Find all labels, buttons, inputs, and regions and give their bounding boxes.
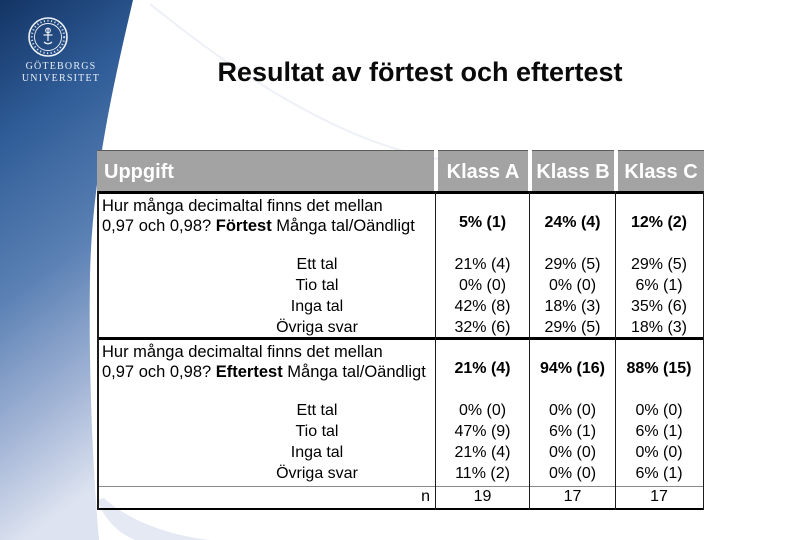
n-value-klass-a: 19 <box>473 488 492 505</box>
cell-value: 0% (0) <box>458 401 507 419</box>
cell-value: 47% (9) <box>454 422 511 440</box>
cell-value: 29% (5) <box>630 255 688 273</box>
answer-options: Ett tal Tio tal Inga tal Övriga svar <box>217 400 417 484</box>
university-seal-icon <box>28 17 68 57</box>
option-label: Tio tal <box>295 422 339 440</box>
option-label: Ett tal <box>296 255 338 273</box>
option-label: Ett tal <box>296 401 338 419</box>
main-answer-label: Många tal/Oändligt <box>282 362 426 381</box>
block-divider-line <box>97 337 704 340</box>
cell-value: 35% (6) <box>630 297 688 315</box>
klass-a-values: 5% (1) 21% (4) 0% (0) 42% (8) 32% (6) <box>436 194 529 338</box>
col-header-klass-c: Klass C <box>618 150 704 191</box>
main-answer-value: 24% (4) <box>544 213 601 231</box>
klass-a-values: 21% (4) 0% (0) 47% (9) 21% (4) 11% (2) <box>436 340 529 484</box>
question-text: Hur många decimaltal finns det mellan 0,… <box>102 196 442 236</box>
cell-value: 18% (3) <box>630 318 688 336</box>
table-right-border <box>702 191 704 510</box>
cell-value: 21% (4) <box>454 443 511 461</box>
table-left-border <box>97 191 99 510</box>
column-divider <box>434 191 436 510</box>
results-table: Uppgift Klass A Klass B Klass C Hur mång… <box>97 150 704 510</box>
cell-value: 6% (1) <box>548 422 597 440</box>
option-label: Övriga svar <box>276 464 358 482</box>
cell-value: 21% (4) <box>454 255 511 273</box>
question-line1: Hur många decimaltal finns det mellan <box>102 342 383 361</box>
klass-b-values: 24% (4) 29% (5) 0% (0) 18% (3) 29% (5) <box>530 194 615 338</box>
klass-c-values: 88% (15) 0% (0) 6% (1) 0% (0) 6% (1) <box>616 340 702 484</box>
option-values: 29% (5) 0% (0) 18% (3) 29% (5) <box>530 254 615 338</box>
answer-options: Ett tal Tio tal Inga tal Övriga svar <box>217 254 417 338</box>
cell-value: 6% (1) <box>635 464 683 482</box>
option-label: Övriga svar <box>276 318 358 336</box>
n-row-label: n <box>421 488 430 505</box>
main-answer-value: 88% (15) <box>626 359 692 377</box>
cell-value: 18% (3) <box>544 297 601 315</box>
question-text: Hur många decimaltal finns det mellan 0,… <box>102 342 442 382</box>
option-values: 0% (0) 6% (1) 0% (0) 6% (1) <box>616 400 702 484</box>
header-divider-line <box>97 191 704 194</box>
klass-c-values: 12% (2) 29% (5) 6% (1) 35% (6) 18% (3) <box>616 194 702 338</box>
option-values: 0% (0) 6% (1) 0% (0) 0% (0) <box>530 400 615 484</box>
n-value-klass-c: 17 <box>650 488 668 505</box>
bottom-swoosh-shape <box>97 498 210 540</box>
eftertest-block: Hur många decimaltal finns det mellan 0,… <box>97 340 704 484</box>
col-header-klass-a: Klass A <box>438 150 528 191</box>
cell-value: 29% (5) <box>544 318 601 336</box>
question-prefix: 0,97 och 0,98? <box>102 362 216 381</box>
question-prefix: 0,97 och 0,98? <box>102 216 216 235</box>
question-line2: 0,97 och 0,98? Eftertest Många tal/Oändl… <box>102 362 442 382</box>
cell-value: 42% (8) <box>454 297 511 315</box>
cell-value: 0% (0) <box>458 276 507 294</box>
main-answer-value: 12% (2) <box>630 213 688 231</box>
col-header-klass-b: Klass B <box>532 150 614 191</box>
slide-title: Resultat av förtest och eftertest <box>217 57 623 87</box>
cell-value: 0% (0) <box>548 464 597 482</box>
klass-b-values: 94% (16) 0% (0) 6% (1) 0% (0) 0% (0) <box>530 340 615 484</box>
cell-value: 0% (0) <box>635 443 683 461</box>
option-values: 21% (4) 0% (0) 42% (8) 32% (6) <box>436 254 529 338</box>
cell-value: 0% (0) <box>548 443 597 461</box>
column-divider <box>614 191 616 510</box>
main-answer-value: 5% (1) <box>458 213 507 231</box>
option-label: Tio tal <box>295 276 339 294</box>
option-label: Inga tal <box>290 297 344 315</box>
cell-value: 32% (6) <box>454 318 511 336</box>
option-values: 0% (0) 47% (9) 21% (4) 11% (2) <box>436 400 529 484</box>
logo-text-line1: GÖTEBORGS <box>25 61 97 72</box>
n-value-klass-b: 17 <box>563 488 582 505</box>
logo-text-line2: UNIVERSITET <box>21 73 101 84</box>
cell-value: 0% (0) <box>635 401 683 419</box>
cell-value: 6% (1) <box>635 422 683 440</box>
question-line2: 0,97 och 0,98? Förtest Många tal/Oändlig… <box>102 216 442 236</box>
cell-value: 0% (0) <box>548 401 597 419</box>
test-phase-label: Eftertest <box>215 362 283 381</box>
cell-value: 0% (0) <box>548 276 597 294</box>
university-wordmark: GÖTEBORGS UNIVERSITET <box>6 61 116 85</box>
fortest-block: Hur många decimaltal finns det mellan 0,… <box>97 194 704 338</box>
cell-value: 6% (1) <box>635 276 683 294</box>
table-bottom-line <box>97 507 704 510</box>
column-divider <box>528 191 530 510</box>
col-header-uppgift: Uppgift <box>97 150 434 191</box>
cell-value: 11% (2) <box>455 464 510 482</box>
question-line1: Hur många decimaltal finns det mellan <box>102 196 383 215</box>
main-answer-label: Många tal/Oändligt <box>271 216 415 235</box>
sidebar-curve-shape <box>0 0 133 540</box>
n-row-divider-line <box>97 486 704 487</box>
option-values: 29% (5) 6% (1) 35% (6) 18% (3) <box>616 254 702 338</box>
main-answer-value: 21% (4) <box>454 359 511 377</box>
test-phase-label: Förtest <box>215 216 272 235</box>
main-answer-value: 94% (16) <box>540 359 605 377</box>
option-label: Inga tal <box>290 443 344 461</box>
cell-value: 29% (5) <box>544 255 601 273</box>
